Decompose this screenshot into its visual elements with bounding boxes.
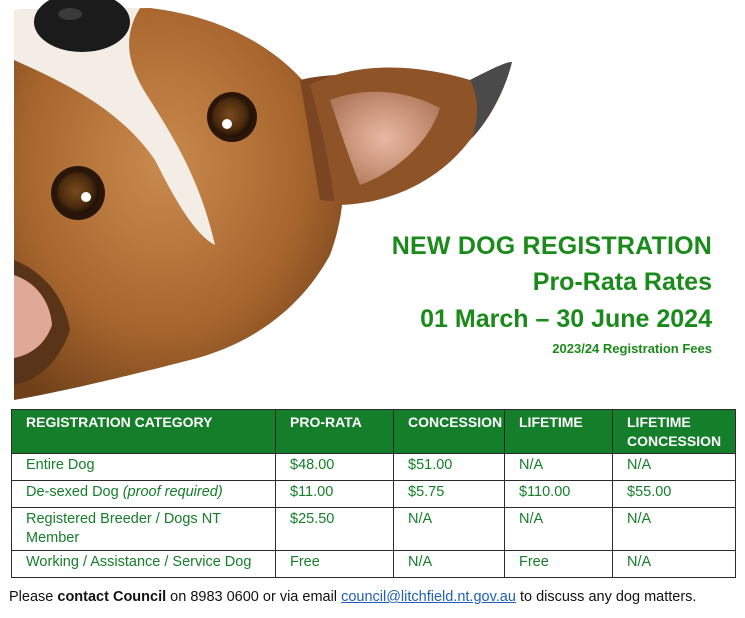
table-header-row: REGISTRATION CATEGORY PRO-RATA CONCESSIO… [11, 409, 736, 454]
cell-pro-rata: $25.50 [275, 507, 394, 551]
cell-concession: $5.75 [393, 480, 505, 508]
cell-lifetime: $110.00 [504, 480, 613, 508]
cell-lifetime: Free [504, 550, 613, 578]
cell-category: Working / Assistance / Service Dog [11, 550, 276, 578]
cell-category: De-sexed Dog (proof required) [11, 480, 276, 508]
cell-pro-rata: $48.00 [275, 453, 394, 481]
cell-category: Registered Breeder / Dogs NT Member [11, 507, 276, 551]
header-lifetime-concession: LIFETIME CONCESSION [612, 409, 736, 454]
footer-contact-text: Please contact Council on 8983 0600 or v… [9, 589, 697, 605]
table-row: Registered Breeder / Dogs NT Member $25.… [11, 507, 736, 551]
header-pro-rata: PRO-RATA [275, 409, 394, 454]
cell-category: Entire Dog [11, 453, 276, 481]
cell-concession: N/A [393, 550, 505, 578]
dog-photo [14, 0, 512, 400]
table-row: Working / Assistance / Service Dog Free … [11, 550, 736, 578]
header-registration-category: REGISTRATION CATEGORY [11, 409, 276, 454]
fees-caption: 2023/24 Registration Fees [552, 341, 712, 356]
title-new-dog-registration: NEW DOG REGISTRATION [391, 232, 712, 260]
table-row: Entire Dog $48.00 $51.00 N/A N/A [11, 453, 736, 481]
subtitle-pro-rata-rates: Pro-Rata Rates [532, 268, 712, 296]
cell-concession: $51.00 [393, 453, 505, 481]
cell-lifetime-concession: N/A [612, 453, 736, 481]
registration-fees-table: REGISTRATION CATEGORY PRO-RATA CONCESSIO… [11, 409, 736, 578]
cell-lifetime: N/A [504, 507, 613, 551]
cell-lifetime-concession: N/A [612, 507, 736, 551]
date-range: 01 March – 30 June 2024 [420, 305, 712, 333]
cell-lifetime-concession: $55.00 [612, 480, 736, 508]
cell-lifetime: N/A [504, 453, 613, 481]
category-note: (proof required) [122, 484, 223, 500]
cell-pro-rata: Free [275, 550, 394, 578]
header-lifetime: LIFETIME [504, 409, 613, 454]
cell-lifetime-concession: N/A [612, 550, 736, 578]
contact-council-bold: contact Council [57, 589, 167, 605]
table-row: De-sexed Dog (proof required) $11.00 $5.… [11, 480, 736, 508]
cell-pro-rata: $11.00 [275, 480, 394, 508]
header-concession: CONCESSION [393, 409, 505, 454]
cell-concession: N/A [393, 507, 505, 551]
council-email-link[interactable]: council@litchfield.nt.gov.au [341, 589, 516, 605]
